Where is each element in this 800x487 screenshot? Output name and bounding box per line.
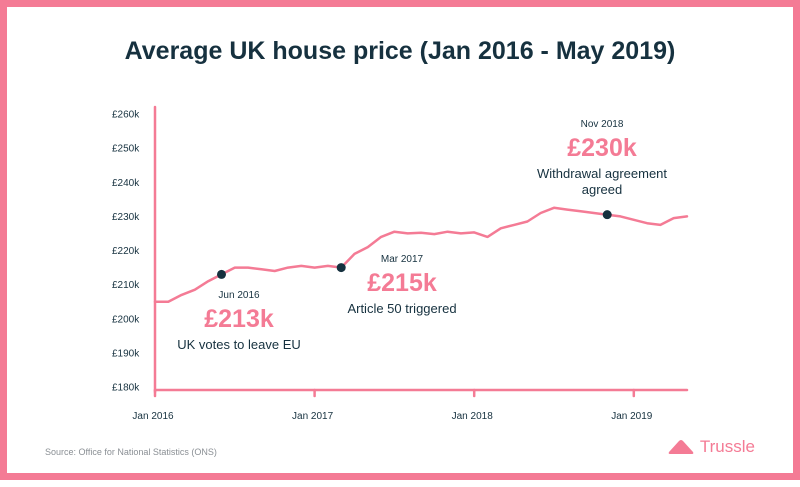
- x-axis-ticks: Jan 2016 Jan 2017 Jan 2018 Jan 2019: [132, 388, 653, 422]
- annotation-value: £230k: [567, 134, 637, 162]
- y-tick-label: £210k: [112, 280, 140, 291]
- event-marker: [217, 269, 226, 279]
- trussle-house-icon: [668, 440, 694, 454]
- annotation-value: £215k: [367, 269, 437, 297]
- source-note: Source: Office for National Statistics (…: [45, 447, 217, 457]
- annotation-label: Withdrawal agreement: [537, 166, 667, 181]
- event-marker: [602, 210, 612, 220]
- series-line: [153, 206, 689, 303]
- chart-title: Average UK house price (Jan 2016 - May 2…: [124, 37, 676, 65]
- x-tick-label: Jan 2018: [452, 411, 494, 422]
- annotation-date: Mar 2017: [381, 254, 424, 265]
- brand-name: Trussle: [699, 437, 755, 456]
- annotation-label: UK votes to leave EU: [177, 337, 301, 352]
- series-group: [153, 206, 689, 303]
- event-marker: [336, 263, 346, 273]
- y-tick-label: £200k: [112, 314, 140, 325]
- y-tick-label: £190k: [112, 348, 140, 359]
- annotation-date: Jun 2016: [218, 290, 260, 301]
- y-tick-label: £220k: [112, 246, 140, 257]
- x-tick-label: Jan 2019: [611, 411, 653, 422]
- y-tick-label: £240k: [112, 178, 140, 189]
- annotations: Jun 2016 £213k UK votes to leave EU Mar 201…: [177, 119, 667, 352]
- x-tick-label: Jan 2016: [132, 411, 174, 422]
- annotation-label: Article 50 triggered: [347, 301, 456, 316]
- y-tick-label: £180k: [112, 383, 140, 394]
- line-chart: £260k £250k £240k £230k £220k £210k £200k £190k…: [112, 105, 689, 422]
- annotation-label: agreed: [582, 182, 622, 197]
- y-tick-label: £250k: [112, 144, 140, 155]
- brand-logo: Trussle: [668, 437, 755, 457]
- y-tick-label: £230k: [112, 212, 140, 223]
- annotation-value: £213k: [204, 305, 274, 333]
- annotation-date: Nov 2018: [581, 119, 624, 130]
- axes: [153, 105, 689, 394]
- y-axis-ticks: £260k £250k £240k £230k £220k £210k £200k £190k…: [112, 110, 140, 394]
- x-tick-label: Jan 2017: [292, 411, 334, 422]
- y-tick-label: £260k: [112, 110, 140, 121]
